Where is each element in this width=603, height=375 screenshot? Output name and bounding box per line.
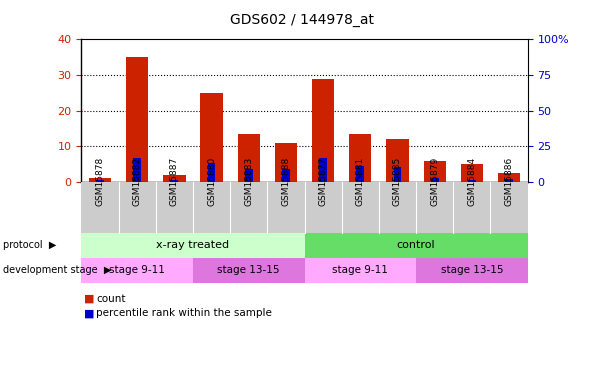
Text: stage 13-15: stage 13-15 — [441, 265, 503, 275]
Text: GDS602 / 144978_at: GDS602 / 144978_at — [230, 13, 373, 27]
Bar — [312, 79, 334, 182]
Bar — [207, 163, 215, 182]
Bar — [133, 158, 141, 182]
Bar — [431, 178, 438, 182]
Text: control: control — [397, 240, 435, 250]
Bar — [461, 164, 483, 182]
Text: GSM15883: GSM15883 — [244, 157, 253, 206]
Bar — [89, 178, 111, 182]
Bar — [505, 179, 513, 182]
Bar — [468, 180, 476, 182]
Bar — [126, 57, 148, 182]
Bar — [171, 180, 178, 182]
Bar — [319, 158, 327, 182]
Text: GSM15878: GSM15878 — [95, 157, 104, 206]
Text: GSM15881: GSM15881 — [356, 157, 365, 206]
Text: GSM15882: GSM15882 — [133, 157, 142, 206]
Text: GSM15888: GSM15888 — [282, 157, 291, 206]
Text: GSM15886: GSM15886 — [505, 157, 514, 206]
Bar — [96, 180, 104, 182]
Text: count: count — [96, 294, 126, 303]
Text: x-ray treated: x-ray treated — [156, 240, 230, 250]
Text: stage 9-11: stage 9-11 — [332, 265, 388, 275]
Bar — [163, 176, 186, 182]
Text: ■: ■ — [84, 309, 95, 318]
Text: GSM15880: GSM15880 — [207, 157, 216, 206]
Text: GSM15884: GSM15884 — [467, 157, 476, 206]
Text: stage 9-11: stage 9-11 — [109, 265, 165, 275]
Text: development stage  ▶: development stage ▶ — [3, 265, 112, 275]
Text: stage 13-15: stage 13-15 — [218, 265, 280, 275]
Bar — [387, 139, 409, 182]
Bar — [275, 143, 297, 182]
Bar — [498, 173, 520, 182]
Text: GSM15879: GSM15879 — [430, 157, 439, 206]
Text: GSM15887: GSM15887 — [170, 157, 179, 206]
Bar — [349, 134, 371, 182]
Text: GSM15885: GSM15885 — [393, 157, 402, 206]
Bar — [282, 169, 290, 182]
Bar — [245, 169, 253, 182]
Bar — [423, 160, 446, 182]
Bar — [238, 134, 260, 182]
Text: GSM15877: GSM15877 — [318, 157, 327, 206]
Bar — [200, 93, 223, 182]
Bar — [394, 167, 402, 182]
Bar — [356, 166, 364, 182]
Text: ■: ■ — [84, 294, 95, 303]
Text: percentile rank within the sample: percentile rank within the sample — [96, 309, 273, 318]
Text: protocol  ▶: protocol ▶ — [3, 240, 57, 250]
